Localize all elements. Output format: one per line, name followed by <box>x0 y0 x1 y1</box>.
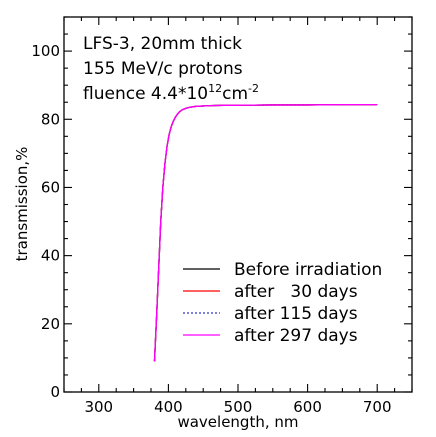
y-tick-label: 80 <box>41 110 60 128</box>
y-tick-label: 100 <box>31 42 60 60</box>
y-tick-label: 0 <box>50 383 60 401</box>
y-axis-label: transmission,% <box>13 147 31 262</box>
y-tick-label: 20 <box>41 315 60 333</box>
chart-annotation: LFS-3, 20mm thick 155 MeV/c protons flue… <box>83 34 259 104</box>
annotation-fluence-exponent: 12 <box>208 82 222 95</box>
legend-label-4: after 297 days <box>234 326 358 346</box>
legend-label-2: after 30 days <box>234 282 358 302</box>
annotation-line-3: fluence 4.4*1012cm-2 <box>83 82 259 104</box>
x-axis-label: wavelength, nm <box>177 413 298 431</box>
x-tick-labels: 300 400 500 600 700 <box>84 398 391 416</box>
x-tick-label: 300 <box>84 398 113 416</box>
x-tick-label: 600 <box>293 398 322 416</box>
annotation-line-1: LFS-3, 20mm thick <box>83 34 242 54</box>
x-tick-label: 500 <box>224 398 253 416</box>
annotation-unit-exponent: -2 <box>248 82 259 95</box>
y-tick-label: 60 <box>41 178 60 196</box>
x-tick-label: 700 <box>363 398 392 416</box>
y-tick-label: 40 <box>41 247 60 265</box>
legend-label-1: Before irradiation <box>234 260 382 280</box>
legend-label-3: after 115 days <box>234 304 358 324</box>
y-tick-labels: 0 20 40 60 80 100 <box>31 42 60 401</box>
series-line-4 <box>153 103 378 362</box>
axis-ticks <box>63 16 413 393</box>
data-series <box>153 103 378 362</box>
annotation-fluence-unit: cm <box>222 84 248 104</box>
annotation-fluence-prefix: fluence 4.4*10 <box>83 84 208 104</box>
annotation-line-2: 155 MeV/c protons <box>83 59 243 79</box>
x-tick-label: 400 <box>154 398 183 416</box>
